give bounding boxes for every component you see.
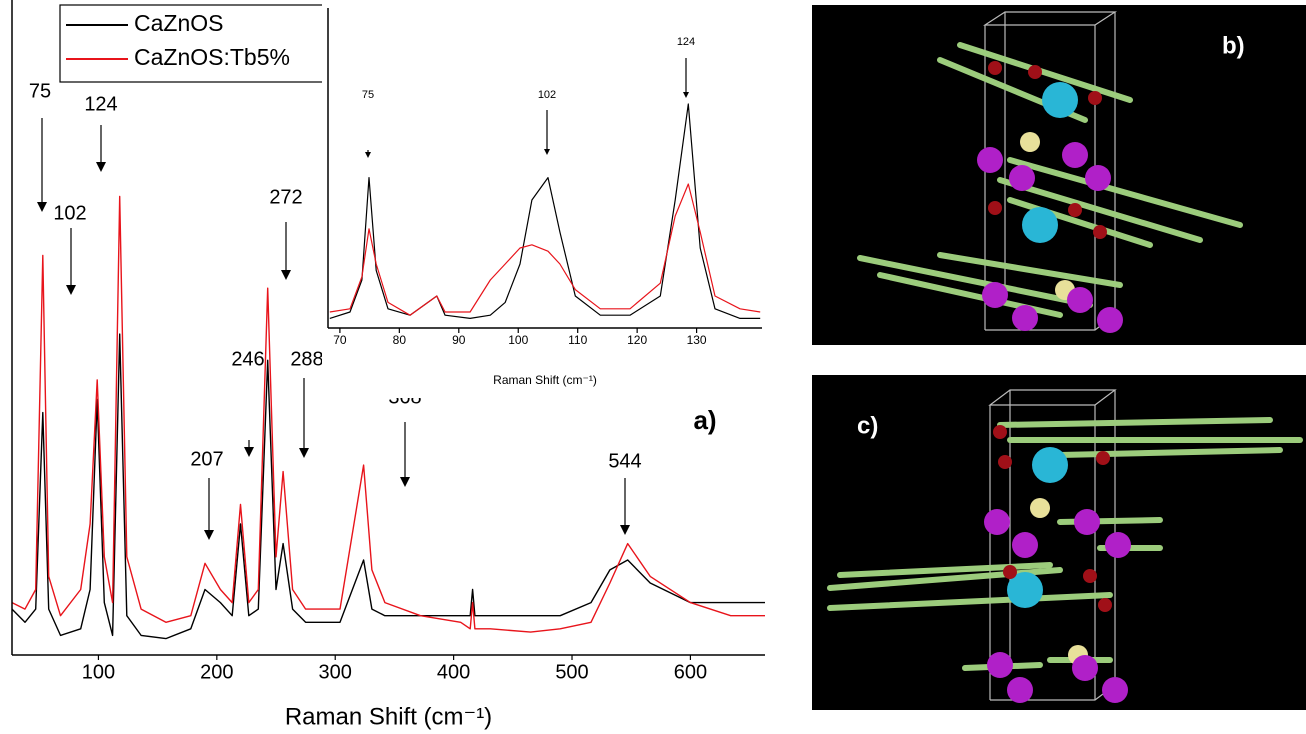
peak-label: 207: [190, 448, 223, 470]
peak-arrowhead: [365, 152, 371, 158]
peak-arrowhead: [37, 202, 47, 212]
peak-label: 288: [290, 348, 323, 370]
x-tick-label: 80: [393, 333, 407, 347]
chart: 100 200 300 400 500 600 Raman Shift (cm⁻¹) 75 10…: [11, 0, 765, 730]
x-tick-label: 110: [568, 333, 587, 347]
peak-label: 75: [29, 80, 51, 102]
peak-arrowhead: [244, 447, 254, 457]
structure-panel-b: [812, 5, 1306, 345]
x-tick-label: 100: [82, 661, 115, 683]
panel-label: b): [1222, 32, 1245, 59]
peak-arrowhead: [620, 525, 630, 535]
peak-arrowhead: [299, 448, 309, 458]
spectrum-line: [11, 333, 765, 640]
peak-arrowhead: [96, 162, 106, 172]
panel-label: a): [693, 405, 716, 435]
x-tick-label: 500: [555, 661, 588, 683]
structure-panel-c: [812, 375, 1306, 710]
peak-arrowhead: [544, 149, 550, 155]
peak-label: 246: [231, 348, 264, 370]
x-tick-label: 90: [452, 333, 466, 347]
peak-label: 272: [269, 186, 302, 208]
peak-arrowhead: [66, 285, 76, 295]
peak-label: 102: [538, 89, 556, 101]
peak-arrowhead: [400, 477, 410, 487]
peak-label: 75: [362, 89, 374, 101]
peak-arrowhead: [683, 92, 689, 98]
x-tick-label: 100: [508, 333, 528, 347]
x-axis-label: Raman Shift (cm⁻¹): [285, 703, 492, 730]
spectrum-line: [329, 103, 761, 319]
panel-label: c): [857, 412, 878, 439]
peak-label: 102: [53, 202, 86, 224]
spectrum-line: [329, 183, 761, 316]
legend-label: CaZnOS:Tb5%: [134, 44, 290, 70]
chart: 70 80 90 100 110 120 130 Raman Shift (cm⁻¹) 75 10…: [322, 3, 772, 398]
legend-box: [59, 4, 326, 83]
legend-label: CaZnOS: [134, 10, 223, 36]
x-tick-label: 200: [200, 661, 233, 683]
peak-label: 124: [677, 36, 695, 48]
x-tick-label: 120: [627, 333, 647, 347]
peak-label: 124: [84, 93, 117, 115]
peak-arrowhead: [204, 530, 214, 540]
x-axis-label: Raman Shift (cm⁻¹): [493, 373, 597, 387]
x-tick-label: 70: [333, 333, 347, 347]
x-tick-label: 300: [319, 661, 352, 683]
peak-arrowhead: [281, 270, 291, 280]
spectrum-line: [11, 195, 765, 633]
x-tick-label: 130: [687, 333, 707, 347]
x-tick-label: 400: [437, 661, 470, 683]
peak-label: 544: [608, 450, 641, 472]
x-tick-label: 600: [674, 661, 707, 683]
